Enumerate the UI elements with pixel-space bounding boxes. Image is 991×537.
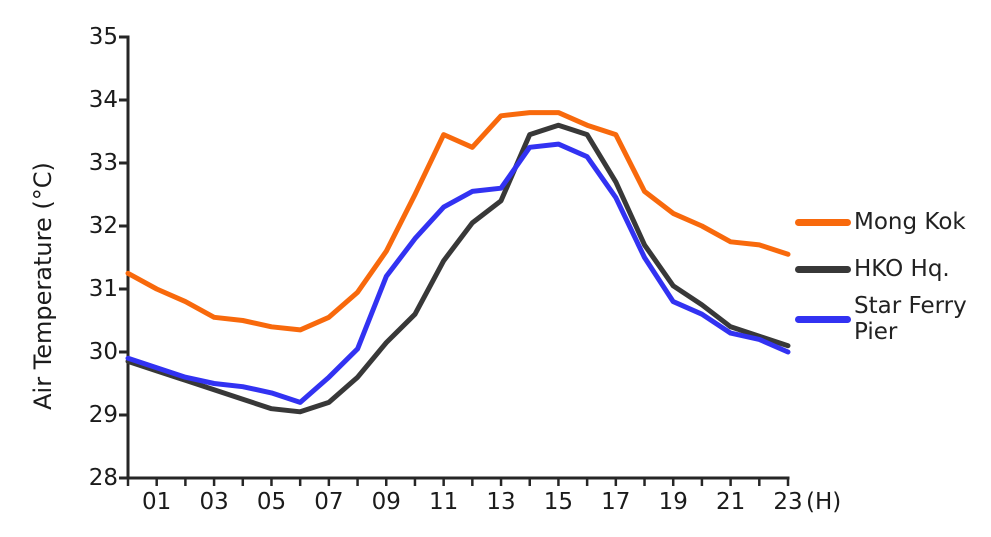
y-tick-label: 31 (88, 276, 118, 302)
x-tick-label: 09 (371, 489, 401, 515)
legend-item-mong-kok: Mong Kok (795, 209, 966, 235)
y-tick-label: 34 (88, 87, 118, 113)
y-tick-label: 28 (88, 465, 118, 491)
y-tick-label: 33 (88, 150, 118, 176)
x-tick-label: 17 (601, 489, 631, 515)
series-line-star-ferry-pier (125, 141, 791, 405)
x-tick-label: 07 (314, 489, 344, 515)
x-tick-label: 05 (256, 489, 287, 515)
x-tick-label: 23 (773, 489, 803, 515)
x-axis-unit-label: (H) (806, 489, 842, 515)
y-axis-title: Air Temperature (°C) (29, 162, 57, 410)
legend-swatch-mong-kok (795, 218, 851, 226)
y-tick-label: 29 (88, 402, 118, 428)
legend: Mong Kok HKO Hq. Star Ferry Pier (795, 0, 991, 537)
legend-label-star-ferry-pier: Star Ferry Pier (854, 293, 967, 345)
series-line-hko-hq- (125, 122, 791, 415)
x-tick-label: 13 (486, 489, 516, 515)
y-tick-label: 35 (88, 24, 118, 50)
series-line-mong-kok (125, 110, 791, 333)
legend-swatch-star-ferry-pier (795, 315, 851, 323)
legend-swatch-hko-hq (795, 265, 851, 273)
y-tick-label: 32 (88, 213, 118, 239)
legend-item-star-ferry-pier: Star Ferry Pier (795, 293, 982, 345)
x-tick-label: 15 (543, 489, 574, 515)
x-tick-label: 19 (658, 489, 688, 515)
legend-item-hko-hq: HKO Hq. (795, 256, 950, 282)
x-tick-label: 01 (142, 489, 172, 515)
x-tick-label: 03 (199, 489, 229, 515)
y-tick-label: 30 (88, 339, 118, 365)
x-tick-label: 11 (429, 489, 459, 515)
legend-label-mong-kok: Mong Kok (854, 209, 966, 235)
legend-label-hko-hq: HKO Hq. (854, 256, 950, 282)
x-tick-label: 21 (715, 489, 746, 515)
